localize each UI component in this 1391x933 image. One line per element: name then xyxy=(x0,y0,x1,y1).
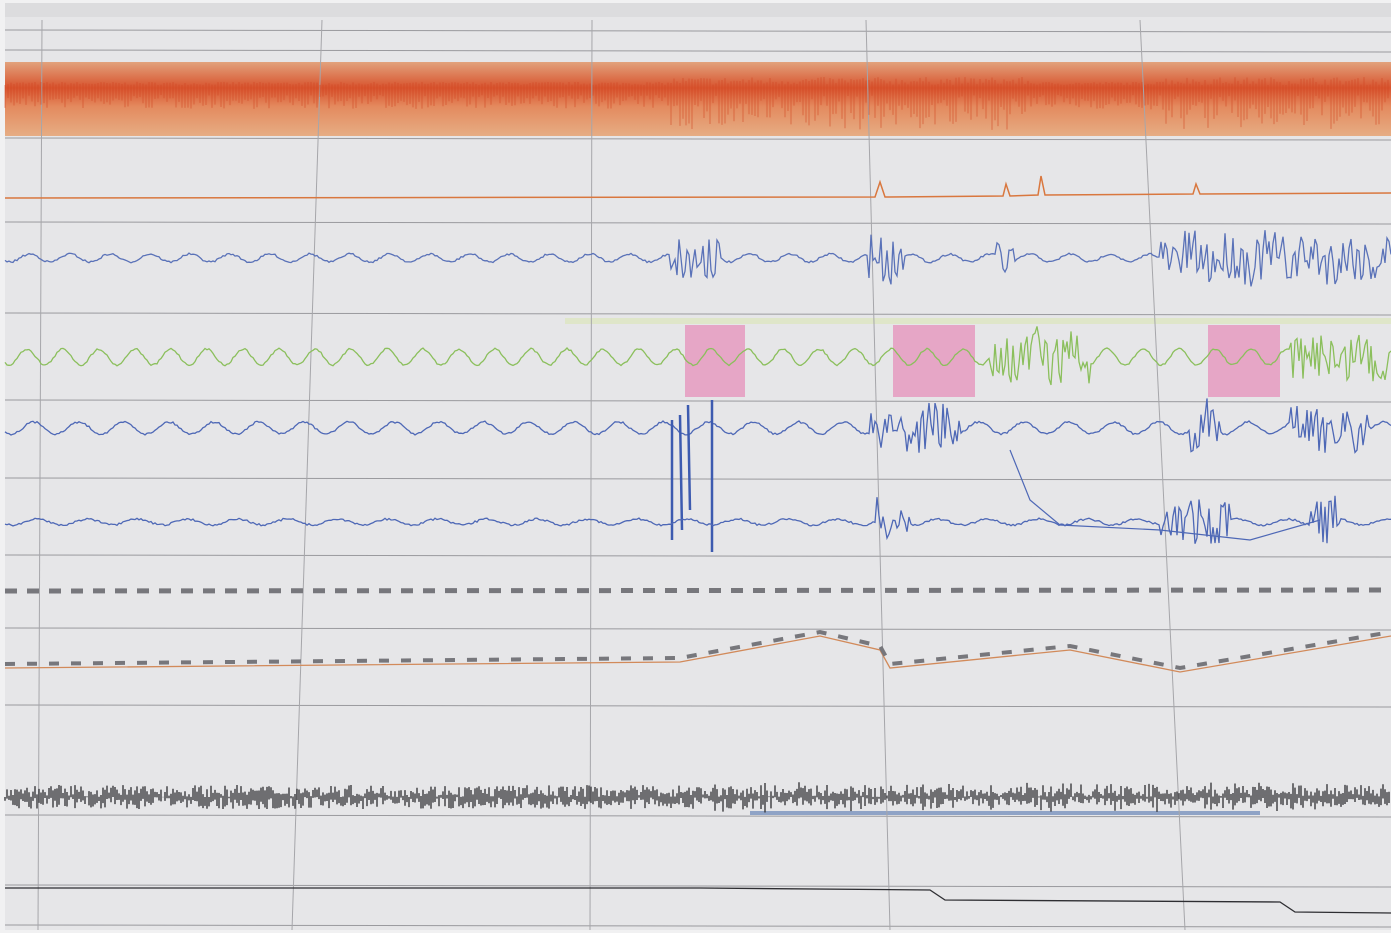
polysomnography-screen xyxy=(0,0,1391,933)
header-bar xyxy=(5,3,1391,17)
event-marker xyxy=(685,325,745,397)
event-marker xyxy=(1208,325,1280,397)
event-marker xyxy=(893,325,975,397)
page: {} (() => { JSON.parse(document.getEleme… xyxy=(0,0,1391,933)
event-strip xyxy=(750,811,1260,815)
event-strip xyxy=(565,318,1391,324)
